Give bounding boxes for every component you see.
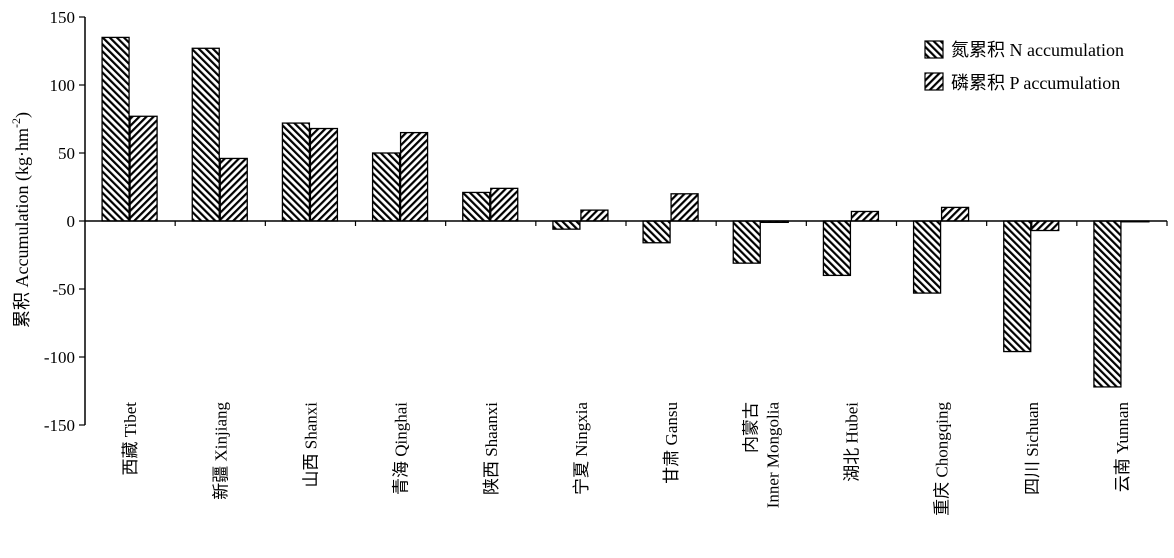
bar-series1-cat3 [281,122,311,222]
bar-series2-cat11 [1031,220,1060,232]
bar-series1-cat4 [371,152,401,222]
bar-series2-cat3 [309,127,339,222]
bar-series2-cat6 [580,209,609,222]
y-tick-label: 150 [50,8,76,27]
y-axis-title-text: 累积 Accumulation (kg·hm [12,128,33,328]
bar-series1-cat9 [822,220,852,277]
bar-series1-cat11 [1003,220,1032,353]
category-label: 湖北 Hubei [842,402,861,482]
y-axis-title-close: ) [12,112,33,118]
x-ticks-group [174,221,1168,226]
category-labels-group: 西藏 Tibet 新疆 Xinjiang 山西 Shanxi 青海 Qinghai 陕西… [121,402,1132,516]
bar-series2-cat5 [490,187,519,222]
bar-series1-cat12 [1093,220,1122,388]
bar-series1-cat10 [912,220,942,294]
category-label: 山西 Shanxi [301,402,320,488]
category-label: 甘肃 Gansu [662,402,681,484]
bar-series1-cat5 [462,191,491,222]
bar-series2-cat4 [399,131,429,222]
y-tick-label: 100 [50,76,76,95]
bar-series2-cat9 [850,210,880,222]
category-label: 云南 Yunnan [1113,402,1132,493]
category-label: Inner Mongolia [763,402,782,509]
category-label: 四川 Sichuan [1023,402,1042,496]
bar-series1-cat7 [642,220,671,244]
legend-label-n: 氮累积 N accumulation [951,40,1124,60]
y-axis-title: 累积 Accumulation (kg·hm-2) [9,112,33,328]
category-label: 重庆 Chongqing [933,402,952,516]
bar-series2-cat10 [940,206,970,222]
legend-label-p: 磷累积 P accumulation [951,73,1120,93]
category-label: 青海 Qinghai [392,402,411,495]
y-tick-label: -100 [44,348,75,367]
svg-text:累积 Accumulation (kg·hm-2): 累积 Accumulation (kg·hm-2) [9,112,33,328]
legend-swatch-n [924,40,944,59]
y-ticks-group: 150 100 50 0 -50 -100 -150 [44,8,85,435]
y-tick-label: 50 [58,144,75,163]
bar-series1-cat6 [552,220,581,230]
y-tick-label: -150 [44,416,75,435]
category-label: 新疆 Xinjiang [211,402,230,500]
category-label: 陕西 Shaanxi [482,402,501,495]
bar-series2-cat2 [219,157,248,222]
bar-series1-cat8 [732,220,761,264]
y-tick-label: -50 [52,280,75,299]
category-label: 西藏 Tibet [121,402,140,476]
bar-series2-cat1 [129,115,158,222]
bar-series1-cat2 [191,47,220,222]
legend-swatch-p [924,72,944,91]
y-tick-label: 0 [67,212,76,231]
bar-series1-cat1 [101,36,130,222]
legend: 氮累积 N accumulation 磷累积 P accumulation [924,40,1124,93]
bar-series2-cat7 [670,193,699,222]
category-label: 宁夏 Ningxia [572,402,591,495]
category-label: 内蒙古 [741,402,760,453]
y-axis-title-sup: -2 [9,118,23,128]
